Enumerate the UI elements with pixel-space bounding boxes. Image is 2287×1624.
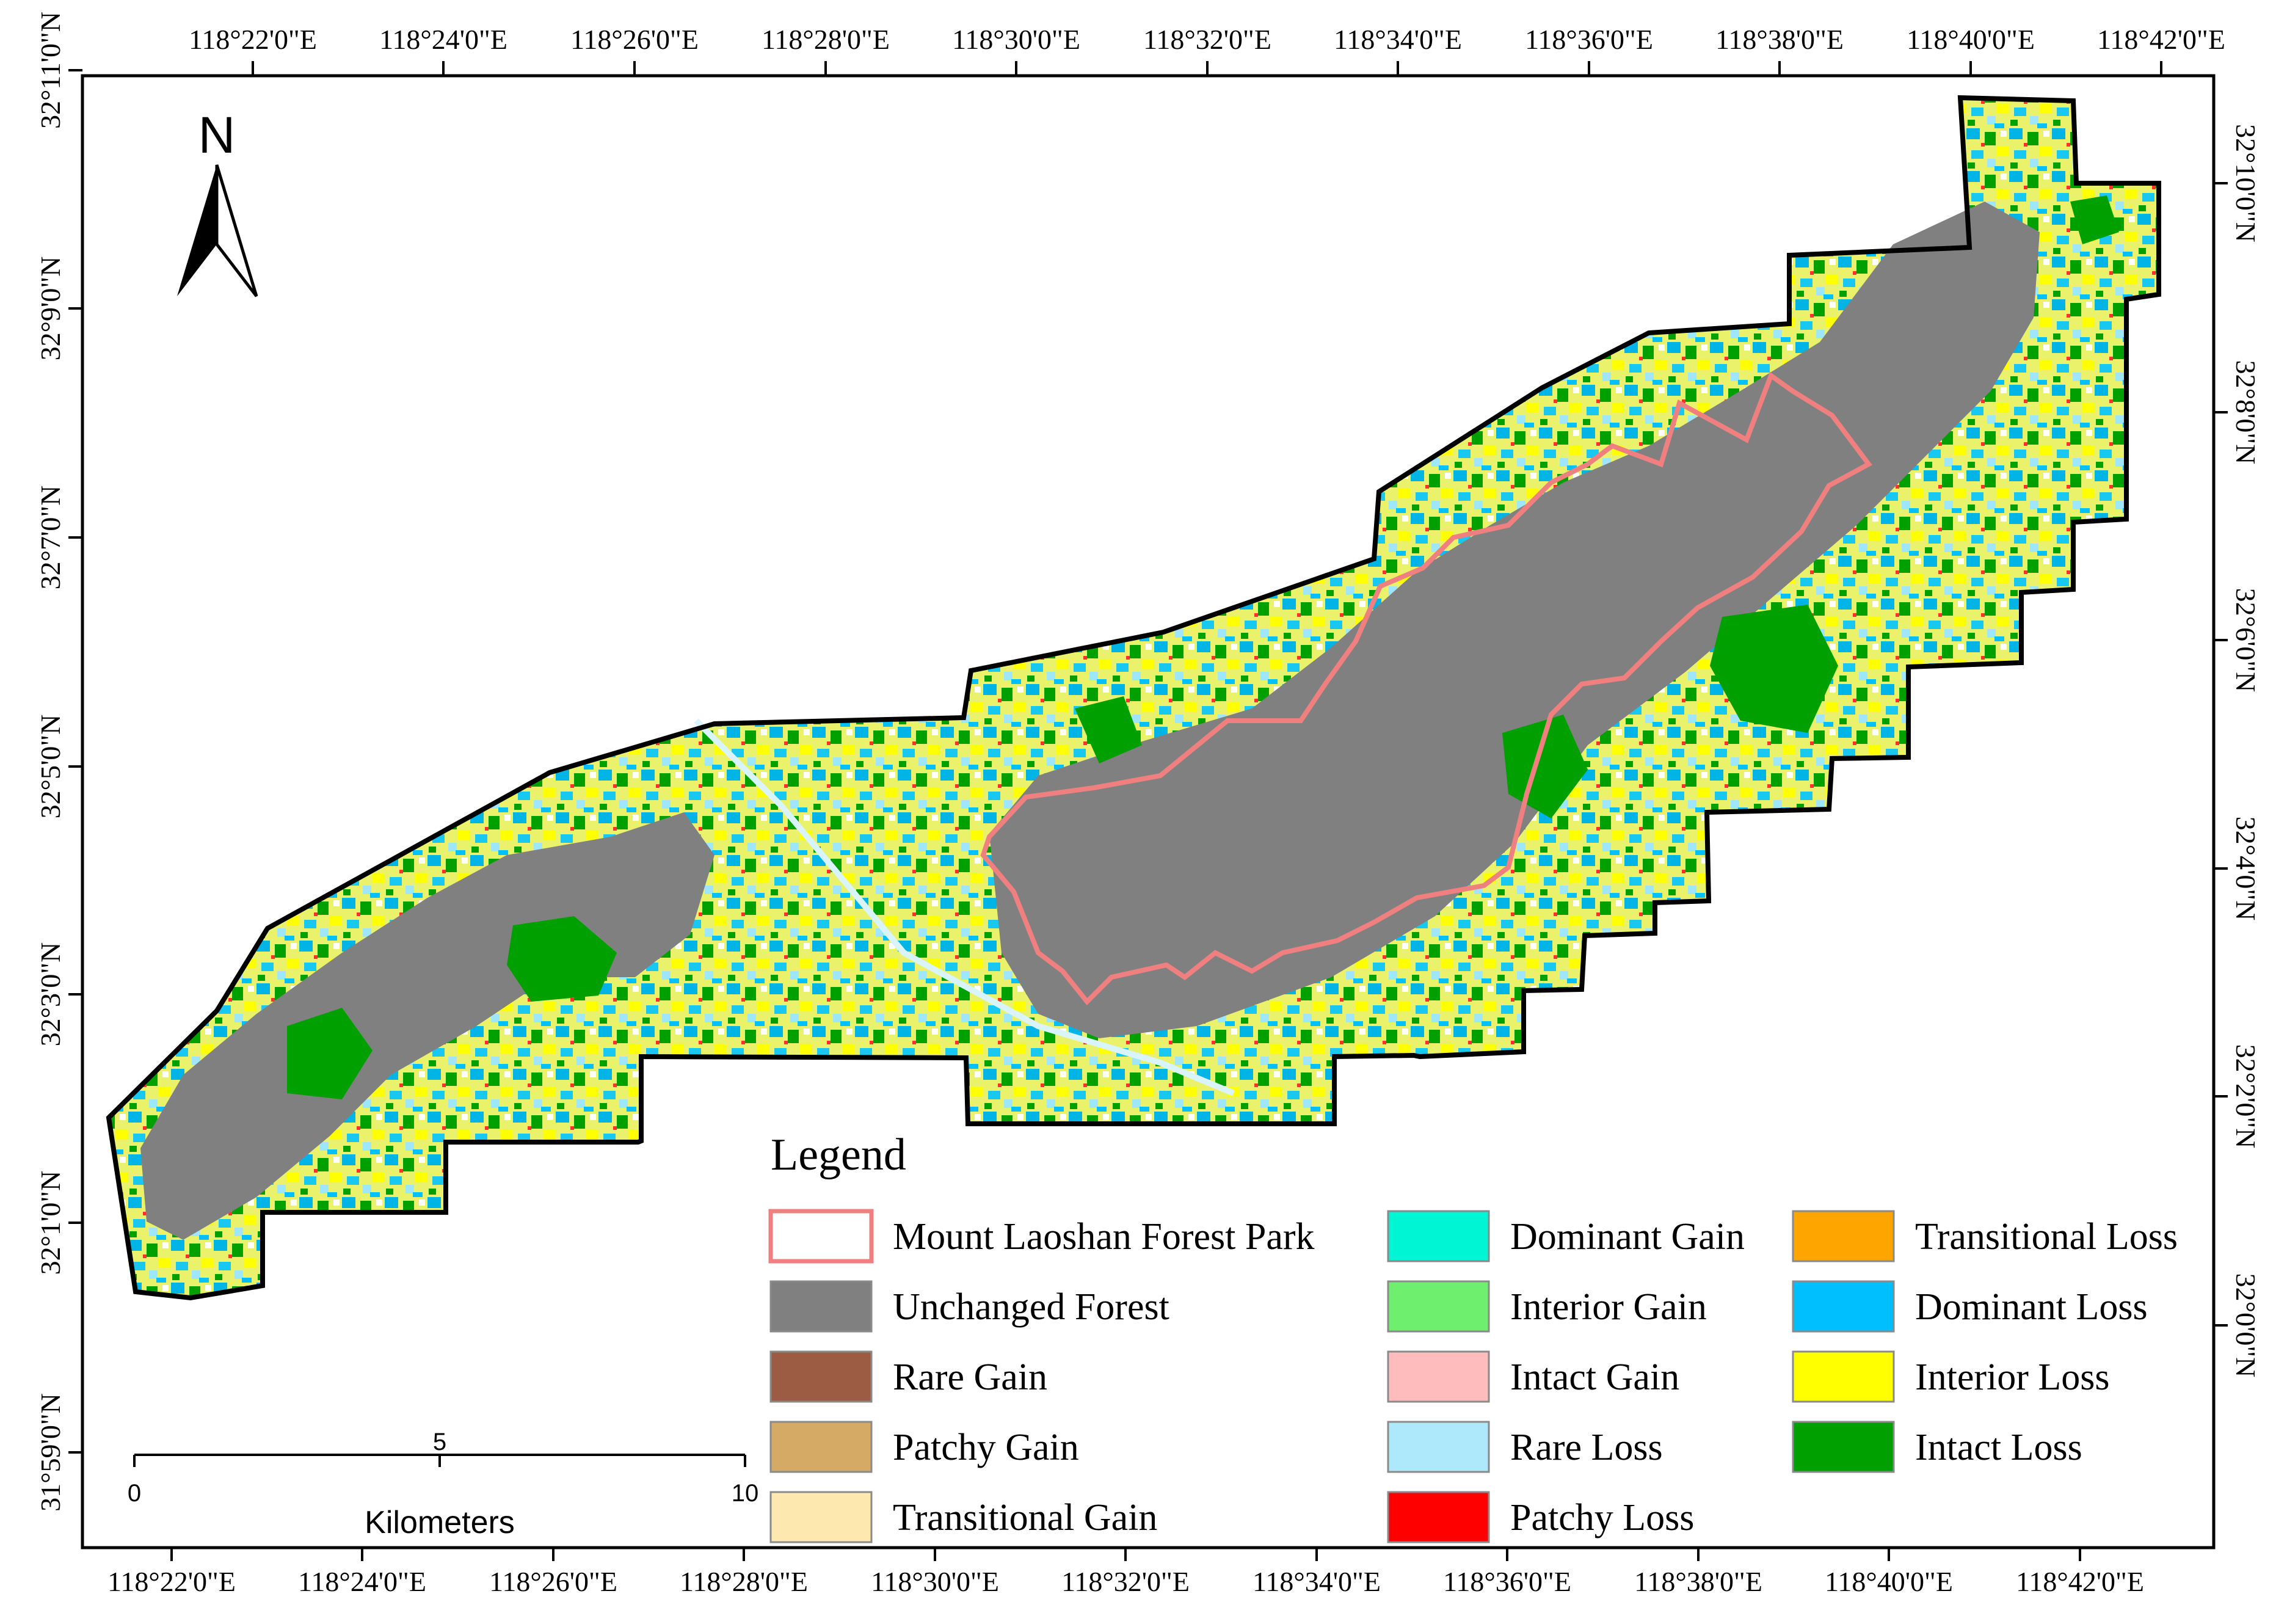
legend-swatch bbox=[1792, 1421, 1895, 1473]
legend-swatch bbox=[769, 1280, 873, 1333]
intact-loss-patch bbox=[1075, 696, 1142, 763]
bottom-lon-tick-label: 118°28'0"E bbox=[680, 1566, 808, 1597]
legend-swatch bbox=[769, 1421, 873, 1473]
legend-label: Dominant Loss bbox=[1915, 1286, 2148, 1328]
bottom-lon-tick-label: 118°42'0"E bbox=[2016, 1566, 2144, 1597]
top-lon-tick-label: 118°38'0"E bbox=[1715, 24, 1844, 55]
legend-items: Mount Laoshan Forest Park Unchanged Fores… bbox=[768, 1209, 2178, 1543]
legend-label: Patchy Loss bbox=[1510, 1497, 1694, 1538]
top-lon-tick-label: 118°36'0"E bbox=[1525, 24, 1653, 55]
right-lat-tick-label: 32°10'0"N bbox=[2230, 124, 2261, 242]
intact-loss-patch bbox=[1502, 715, 1588, 818]
left-lat-tick-label: 32°7'0"N bbox=[35, 486, 66, 590]
legend-label: Transitional Gain bbox=[893, 1497, 1157, 1538]
left-lat-tick-label: 32°3'0"N bbox=[35, 942, 66, 1047]
legend-swatch bbox=[1387, 1280, 1490, 1333]
study-area-landcover bbox=[109, 98, 2159, 1298]
legend-label: Intact Gain bbox=[1510, 1356, 1679, 1398]
legend-label: Rare Gain bbox=[893, 1356, 1047, 1398]
right-lat-tick-label: 32°0'0"N bbox=[2230, 1273, 2261, 1378]
right-lat-tick-label: 32°6'0"N bbox=[2230, 588, 2261, 693]
north-arrow: N bbox=[177, 106, 258, 297]
north-arrow-label: N bbox=[198, 106, 236, 164]
bottom-lon-tick-label: 118°34'0"E bbox=[1253, 1566, 1381, 1597]
top-lon-tick-label: 118°22'0"E bbox=[189, 24, 317, 55]
legend-label: Unchanged Forest bbox=[893, 1286, 1169, 1328]
legend-swatch bbox=[1792, 1280, 1895, 1333]
scale-tick-label: 5 bbox=[433, 1429, 446, 1455]
top-lon-tick-label: 118°32'0"E bbox=[1143, 24, 1271, 55]
bottom-lon-tick-label: 118°40'0"E bbox=[1825, 1566, 1953, 1597]
north-arrow-icon-half bbox=[215, 164, 258, 297]
scale-bar: 0 5 10 Kilometers bbox=[128, 1429, 758, 1540]
scale-unit-label: Kilometers bbox=[365, 1505, 515, 1540]
top-lon-tick-label: 118°30'0"E bbox=[952, 24, 1080, 55]
intact-loss-patch bbox=[287, 1008, 373, 1099]
legend-label: Mount Laoshan Forest Park bbox=[893, 1216, 1315, 1258]
legend-label: Interior Gain bbox=[1510, 1286, 1707, 1328]
scale-tick-label: 10 bbox=[732, 1480, 759, 1507]
study-area-outline bbox=[106, 95, 2161, 1301]
legend: Legend Mount Laoshan Forest Park Unchange… bbox=[768, 1130, 2178, 1543]
right-lat-tick-label: 32°8'0"N bbox=[2230, 360, 2261, 465]
top-lon-tick-label: 118°34'0"E bbox=[1334, 24, 1462, 55]
forest-park-boundary bbox=[980, 371, 1872, 1005]
study-area bbox=[106, 95, 2161, 1301]
right-lat-tick-label: 32°2'0"N bbox=[2230, 1044, 2261, 1149]
legend-label: Intact Loss bbox=[1915, 1427, 2082, 1468]
left-latitude-labels: 32°11'0"N 32°9'0"N 32°7'0"N 32°5'0"N 32°… bbox=[35, 12, 66, 1512]
legend-swatch bbox=[769, 1350, 873, 1403]
left-lat-tick-label: 31°59'0"N bbox=[35, 1393, 66, 1512]
top-lon-tick-label: 118°26'0"E bbox=[570, 24, 699, 55]
bottom-lon-tick-label: 118°30'0"E bbox=[871, 1566, 999, 1597]
top-lon-tick-label: 118°40'0"E bbox=[1907, 24, 2035, 55]
unchanged-forest-central bbox=[989, 202, 2040, 1038]
map-frame bbox=[81, 74, 2216, 1549]
left-lat-tick-label: 32°5'0"N bbox=[35, 715, 66, 819]
right-latitude-labels: 32°10'0"N 32°8'0"N 32°6'0"N 32°4'0"N 32°… bbox=[2230, 124, 2261, 1377]
bottom-lon-tick-label: 118°36'0"E bbox=[1443, 1566, 1571, 1597]
legend-label: Patchy Gain bbox=[893, 1427, 1079, 1468]
intact-loss-patch bbox=[507, 916, 617, 1002]
top-lon-tick-label: 118°28'0"E bbox=[762, 24, 890, 55]
bottom-lon-tick-label: 118°26'0"E bbox=[489, 1566, 617, 1597]
top-lon-tick-label: 118°24'0"E bbox=[379, 24, 507, 55]
legend-title: Legend bbox=[771, 1130, 906, 1180]
scale-tick-label: 0 bbox=[128, 1480, 141, 1507]
north-arrow-icon bbox=[177, 165, 217, 296]
legend-swatch bbox=[1387, 1421, 1490, 1473]
legend-swatch bbox=[1387, 1210, 1490, 1262]
left-lat-tick-label: 32°9'0"N bbox=[35, 257, 66, 361]
legend-swatch bbox=[1387, 1350, 1490, 1403]
right-lat-tick-label: 32°4'0"N bbox=[2230, 817, 2261, 921]
road bbox=[694, 718, 1235, 1096]
bottom-lon-tick-label: 118°22'0"E bbox=[107, 1566, 236, 1597]
legend-swatch bbox=[768, 1209, 874, 1264]
bottom-longitude-labels: 118°22'0"E 118°24'0"E 118°26'0"E 118°28'… bbox=[107, 1566, 2144, 1597]
legend-swatch bbox=[1792, 1210, 1895, 1262]
legend-label: Interior Loss bbox=[1915, 1356, 2110, 1398]
left-lat-tick-label: 32°1'0"N bbox=[35, 1171, 66, 1275]
intact-loss-patch bbox=[1710, 605, 1838, 733]
top-lon-tick-label: 118°42'0"E bbox=[2097, 24, 2225, 55]
bottom-lon-tick-label: 118°32'0"E bbox=[1061, 1566, 1190, 1597]
left-lat-tick-label: 32°11'0"N bbox=[35, 12, 66, 129]
legend-label: Rare Loss bbox=[1510, 1427, 1663, 1468]
legend-label: Dominant Gain bbox=[1510, 1216, 1745, 1258]
legend-swatch bbox=[769, 1491, 873, 1543]
legend-label: Transitional Loss bbox=[1915, 1216, 2178, 1258]
legend-swatch bbox=[1387, 1491, 1490, 1543]
legend-swatch bbox=[1792, 1350, 1895, 1403]
bottom-lon-tick-label: 118°24'0"E bbox=[298, 1566, 426, 1597]
top-longitude-labels: 118°22'0"E 118°24'0"E 118°26'0"E 118°28'… bbox=[189, 24, 2225, 55]
graticule-ticks bbox=[68, 61, 2228, 1561]
bottom-lon-tick-label: 118°38'0"E bbox=[1634, 1566, 1762, 1597]
intact-loss-patch bbox=[2070, 195, 2119, 244]
